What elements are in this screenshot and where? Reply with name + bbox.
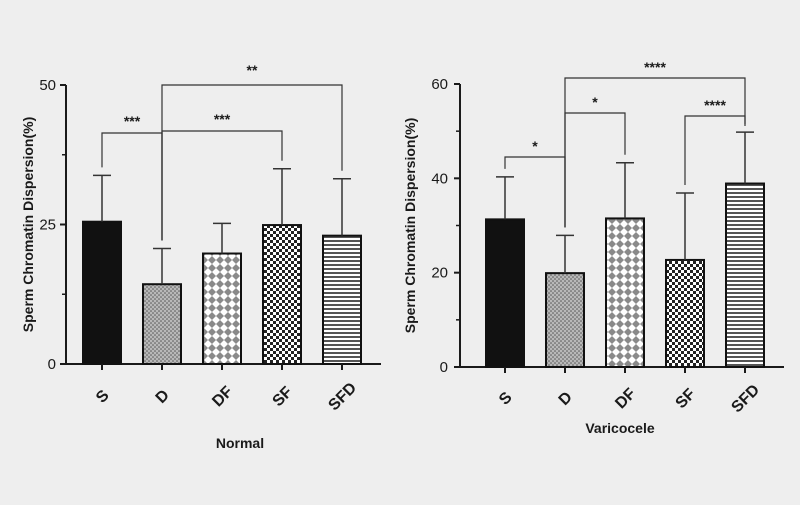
y-axis-title: Sperm Chromatin Dispersion(%) [20, 117, 36, 332]
significance-bracket [684, 115, 746, 185]
significance-bracket [564, 112, 626, 228]
significance-label: ** [247, 62, 258, 78]
x-category-label: SF [673, 385, 700, 412]
y-tick-label: 50 [39, 77, 56, 94]
significance-bracket [504, 156, 566, 228]
x-category-label: S [496, 389, 516, 409]
bar-DF [202, 252, 242, 366]
bar-SF [262, 224, 302, 365]
significance-label: * [532, 138, 538, 154]
y-tick-label: 60 [431, 76, 448, 93]
significance-label: *** [124, 113, 141, 129]
bar-SFD [322, 234, 362, 365]
significance-label: *** [214, 111, 231, 127]
x-axis-title: Normal [216, 435, 264, 451]
significance-label: **** [704, 97, 726, 113]
y-tick-label: 0 [440, 359, 448, 376]
x-category-label: DF [612, 385, 639, 412]
x-category-label: SFD [728, 381, 763, 416]
bar-SFD [725, 182, 765, 368]
x-category-label: D [153, 387, 173, 407]
bar-S [485, 218, 525, 368]
y-tick-label: 0 [48, 356, 56, 373]
x-category-label: D [556, 389, 576, 409]
significance-label: * [592, 94, 598, 110]
y-tick-label: 25 [39, 217, 56, 234]
y-tick-label: 40 [431, 170, 448, 187]
significance-bracket [161, 84, 343, 241]
bar-SF [665, 258, 705, 369]
significance-label: **** [644, 59, 666, 75]
bar-D [545, 272, 585, 368]
bar-DF [605, 217, 645, 368]
x-category-label: S [93, 387, 113, 407]
bar-D [142, 283, 182, 365]
x-category-label: SF [270, 383, 297, 410]
significance-bracket [564, 77, 746, 228]
x-category-label: SFD [325, 379, 360, 414]
y-tick-label: 20 [431, 265, 448, 282]
y-axis-title: Sperm Chromatin Dispersion(%) [402, 118, 418, 333]
x-category-label: DF [209, 383, 236, 410]
bar-S [82, 220, 122, 365]
x-axis-title: Varicocele [585, 420, 654, 436]
